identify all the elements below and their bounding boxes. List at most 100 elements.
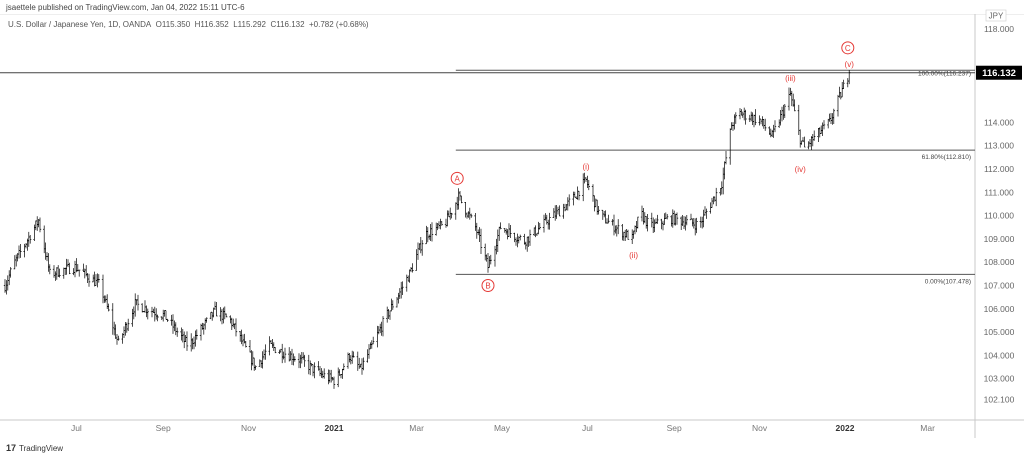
tradingview-brand[interactable]: 17 TradingView — [6, 443, 63, 453]
ohlc-bar — [93, 271, 96, 287]
ohlc-bar — [395, 297, 399, 308]
ohlc-bar — [787, 87, 791, 111]
ohlc-bar — [297, 353, 301, 369]
ohlc-bar — [640, 205, 644, 222]
ohlc-bar — [733, 114, 736, 130]
ohlc-bar — [544, 213, 547, 221]
ohlc-bar — [554, 205, 557, 221]
y-tick-label: 109.000 — [984, 234, 1015, 244]
ohlc-bar — [652, 217, 655, 233]
ohlc-bar — [299, 354, 302, 369]
ohlc-bar — [17, 245, 21, 259]
ohlc-bar — [421, 240, 424, 256]
ohlc-bar — [362, 357, 365, 371]
ohlc-bar — [397, 292, 400, 304]
ohlc-bar — [632, 230, 635, 239]
ohlc-bar — [653, 219, 656, 233]
ohlc-bar — [253, 357, 256, 371]
ohlc-bar — [820, 125, 823, 135]
ohlc-bar — [603, 210, 606, 218]
ohlc-bar — [103, 295, 106, 303]
ohlc-bar — [272, 342, 275, 351]
ohlc-bar — [388, 310, 392, 320]
publisher-line: jsaettele published on TradingView.com, … — [6, 3, 245, 12]
ohlc-bar — [615, 225, 618, 237]
ohlc-bar — [828, 113, 831, 122]
wave-label: (i) — [582, 163, 589, 172]
ohlc-bar — [782, 104, 785, 120]
ohlc-bar — [390, 298, 393, 312]
ohlc-bar — [633, 225, 637, 235]
wave-label-circle — [450, 171, 464, 185]
ohlc-bar — [478, 227, 481, 243]
x-tick-label: Jul — [71, 423, 82, 433]
ohlc-bar — [729, 128, 732, 165]
ohlc-bar — [416, 242, 420, 260]
ohlc-bar — [505, 228, 508, 235]
ohlc-bar — [184, 335, 187, 342]
ohlc-bar — [447, 210, 450, 218]
ohlc-bar — [822, 120, 826, 130]
open-value: O115.350 — [155, 20, 191, 29]
ohlc-bar — [832, 108, 835, 125]
ohlc-bar — [327, 369, 330, 385]
ohlc-bar — [486, 252, 490, 273]
ohlc-bar — [150, 306, 154, 318]
ohlc-bar — [624, 229, 627, 242]
ohlc-bar — [488, 256, 491, 268]
ohlc-bar — [839, 91, 842, 100]
ohlc-bar — [205, 317, 208, 323]
ohlc-bar — [82, 263, 85, 272]
ohlc-bar — [194, 330, 197, 347]
ohlc-bar — [499, 222, 502, 230]
ohlc-bar — [617, 219, 620, 235]
ohlc-bar — [643, 212, 646, 224]
ohlc-bar — [309, 360, 312, 376]
ohlc-bar — [829, 112, 833, 124]
ohlc-bar — [428, 234, 431, 240]
ohlc-bar — [587, 179, 590, 191]
ohlc-bar — [289, 351, 292, 361]
ohlc-bar — [475, 222, 478, 239]
fib-level-label: 100.00%(116.237) — [918, 70, 971, 77]
ohlc-bar — [562, 203, 565, 219]
ohlc-bar — [97, 274, 100, 283]
ohlc-bar — [604, 210, 607, 224]
ohlc-bar — [360, 358, 364, 375]
ohlc-bar — [248, 339, 252, 353]
symbol-legend: U.S. Dollar / Japanese Yen, 1D, OANDA O1… — [8, 20, 369, 29]
ohlc-bar — [723, 161, 726, 180]
ohlc-bar — [171, 314, 175, 334]
ohlc-bar — [612, 214, 616, 236]
last-price-value: 116.132 — [982, 68, 1016, 79]
ohlc-bar — [548, 212, 551, 230]
wave-label: C — [845, 44, 851, 53]
ohlc-bar — [348, 352, 351, 363]
ohlc-bar — [54, 271, 57, 281]
ohlc-bar — [38, 217, 42, 233]
ohlc-bar — [493, 245, 497, 267]
ohlc-bar — [94, 274, 98, 286]
ohlc-bar — [545, 214, 548, 225]
ohlc-bar — [303, 354, 306, 367]
ohlc-bar — [407, 275, 410, 282]
ohlc-bar — [705, 208, 708, 219]
ohlc-bar — [281, 343, 284, 364]
ohlc-bar — [369, 342, 372, 350]
ohlc-bar — [607, 214, 610, 224]
ohlc-bar — [65, 258, 68, 275]
ohlc-bar — [408, 269, 411, 283]
y-tick-label: 114.000 — [984, 117, 1014, 127]
ohlc-bar — [498, 226, 501, 241]
change-value: +0.782 (+0.68%) — [309, 20, 369, 29]
ohlc-bar — [720, 181, 723, 195]
ohlc-bar — [713, 196, 716, 202]
ohlc-bar — [842, 79, 845, 89]
ohlc-bar — [635, 221, 638, 233]
y-tick-label: 103.000 — [984, 374, 1015, 384]
ohlc-bar — [418, 243, 421, 251]
price-chart[interactable]: JPY 118.000 114.000 113.000 112.000 111.000 11… — [0, 0, 1024, 440]
ohlc-bar — [351, 350, 354, 364]
ohlc-bar — [439, 218, 442, 230]
ohlc-bar — [117, 335, 120, 341]
